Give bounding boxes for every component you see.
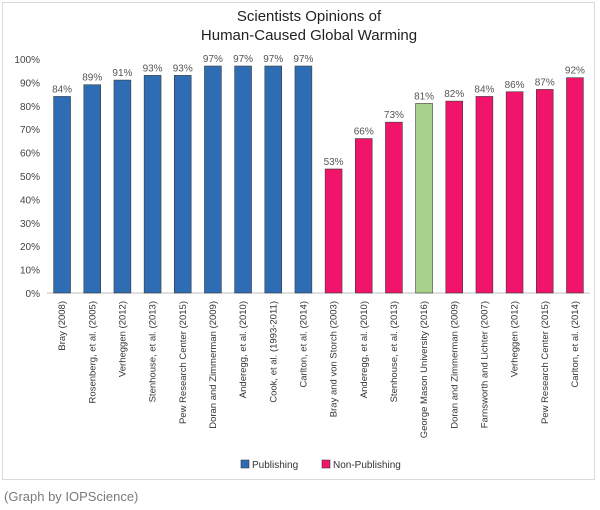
bar-value-label: 89% — [82, 73, 102, 84]
y-axis: 0% 10% 20% 30% 40% 50% 60% 70% 80% 90% 100% — [14, 55, 590, 300]
bar-value-label: 87% — [535, 77, 555, 88]
x-category-label: Carlton, et al. (2014) — [570, 301, 581, 388]
x-category-label: Stenhouse, et al. (2013) — [148, 301, 159, 402]
bar — [566, 77, 584, 294]
x-category-label: Farnsworth and Lichter (2007) — [479, 301, 490, 428]
bar — [385, 121, 403, 294]
bar — [234, 65, 252, 294]
legend-label: Publishing — [252, 460, 298, 471]
bar-value-label: 93% — [143, 63, 163, 74]
y-tick-label: 50% — [20, 172, 40, 183]
chart-frame: Scientists Opinions of Human-Caused Glob… — [2, 2, 595, 480]
bar-value-label: 97% — [203, 54, 223, 65]
x-axis-labels: Bray (2008) Rosenberg, et al. (2005) Verhe… — [57, 301, 581, 438]
x-category-label: Anderegg, et al. (2010) — [359, 301, 370, 398]
bar — [535, 89, 554, 294]
x-category-label: Carlton, et al. (2014) — [298, 301, 309, 388]
bar-value-label: 97% — [293, 54, 313, 65]
bar — [415, 103, 433, 294]
bar — [264, 65, 282, 294]
x-category-label: Doran and Zimmerman (2009) — [449, 301, 460, 429]
bar — [53, 96, 71, 294]
bar-value-label: 82% — [444, 89, 464, 100]
bar — [445, 100, 463, 294]
bar-value-label: 97% — [263, 54, 283, 65]
x-category-label: Rosenberg, et al. (2005) — [87, 301, 98, 403]
chart-title-line-2: Human-Caused Global Warming — [201, 27, 417, 44]
legend-label: Non-Publishing — [333, 460, 401, 471]
y-tick-label: 70% — [20, 125, 40, 136]
bar — [354, 138, 373, 294]
y-tick-label: 0% — [26, 289, 41, 300]
x-category-label: Verheggen (2012) — [510, 301, 521, 377]
legend-swatch — [240, 459, 250, 469]
x-category-label: Bray (2008) — [57, 301, 68, 351]
bar-value-label: 93% — [173, 63, 193, 74]
bar-chart: Scientists Opinions of Human-Caused Glob… — [14, 8, 590, 471]
y-tick-label: 30% — [20, 219, 40, 230]
bar — [143, 75, 162, 294]
bar-value-label: 73% — [384, 110, 404, 121]
legend: Publishing Non-Publishing — [240, 459, 401, 471]
y-tick-label: 90% — [20, 78, 40, 89]
bar — [505, 91, 524, 294]
bar — [174, 75, 192, 294]
x-category-label: George Mason University (2016) — [419, 301, 430, 438]
image-caption: (Graph by IOPScience) — [4, 489, 139, 504]
bars: 84% 89% 91% 93% 93% 97% 97% 97% 97% 53% 66% 73% 81% 8… — [52, 54, 585, 294]
x-category-label: Pew Research Center (2015) — [540, 301, 551, 424]
bar-value-label: 86% — [505, 80, 525, 91]
bar — [204, 65, 222, 294]
bar-value-label: 91% — [112, 68, 132, 79]
y-tick-label: 10% — [20, 266, 40, 277]
chart-title-line-1: Scientists Opinions of — [237, 8, 382, 25]
bar — [475, 96, 494, 294]
bar-value-label: 84% — [52, 84, 72, 95]
x-category-label: Pew Research Center (2015) — [178, 301, 189, 424]
x-category-label: Doran and Zimmerman (2009) — [208, 301, 219, 429]
y-tick-label: 20% — [20, 242, 40, 253]
x-category-label: Cook, et al. (1993-2011) — [268, 301, 279, 403]
bar — [113, 79, 132, 294]
bar — [294, 65, 313, 294]
y-tick-label: 60% — [20, 149, 40, 160]
x-category-label: Stenhouse, et al. (2013) — [389, 301, 400, 402]
bar — [324, 168, 343, 294]
bar-value-label: 97% — [233, 54, 253, 65]
x-category-label: Verheggen (2012) — [117, 301, 128, 377]
x-category-label: Anderegg, et al. (2010) — [238, 301, 249, 398]
bar-value-label: 84% — [474, 84, 494, 95]
bar-value-label: 81% — [414, 91, 434, 102]
bar-value-label: 92% — [565, 66, 585, 77]
x-category-label: Bray and von Storch (2003) — [329, 301, 340, 417]
y-tick-label: 40% — [20, 195, 40, 206]
bar-value-label: 53% — [324, 157, 344, 168]
bar — [83, 84, 101, 294]
bar-value-label: 66% — [354, 127, 374, 138]
legend-swatch — [321, 459, 331, 469]
y-tick-label: 100% — [14, 55, 40, 66]
y-tick-label: 80% — [20, 102, 40, 113]
